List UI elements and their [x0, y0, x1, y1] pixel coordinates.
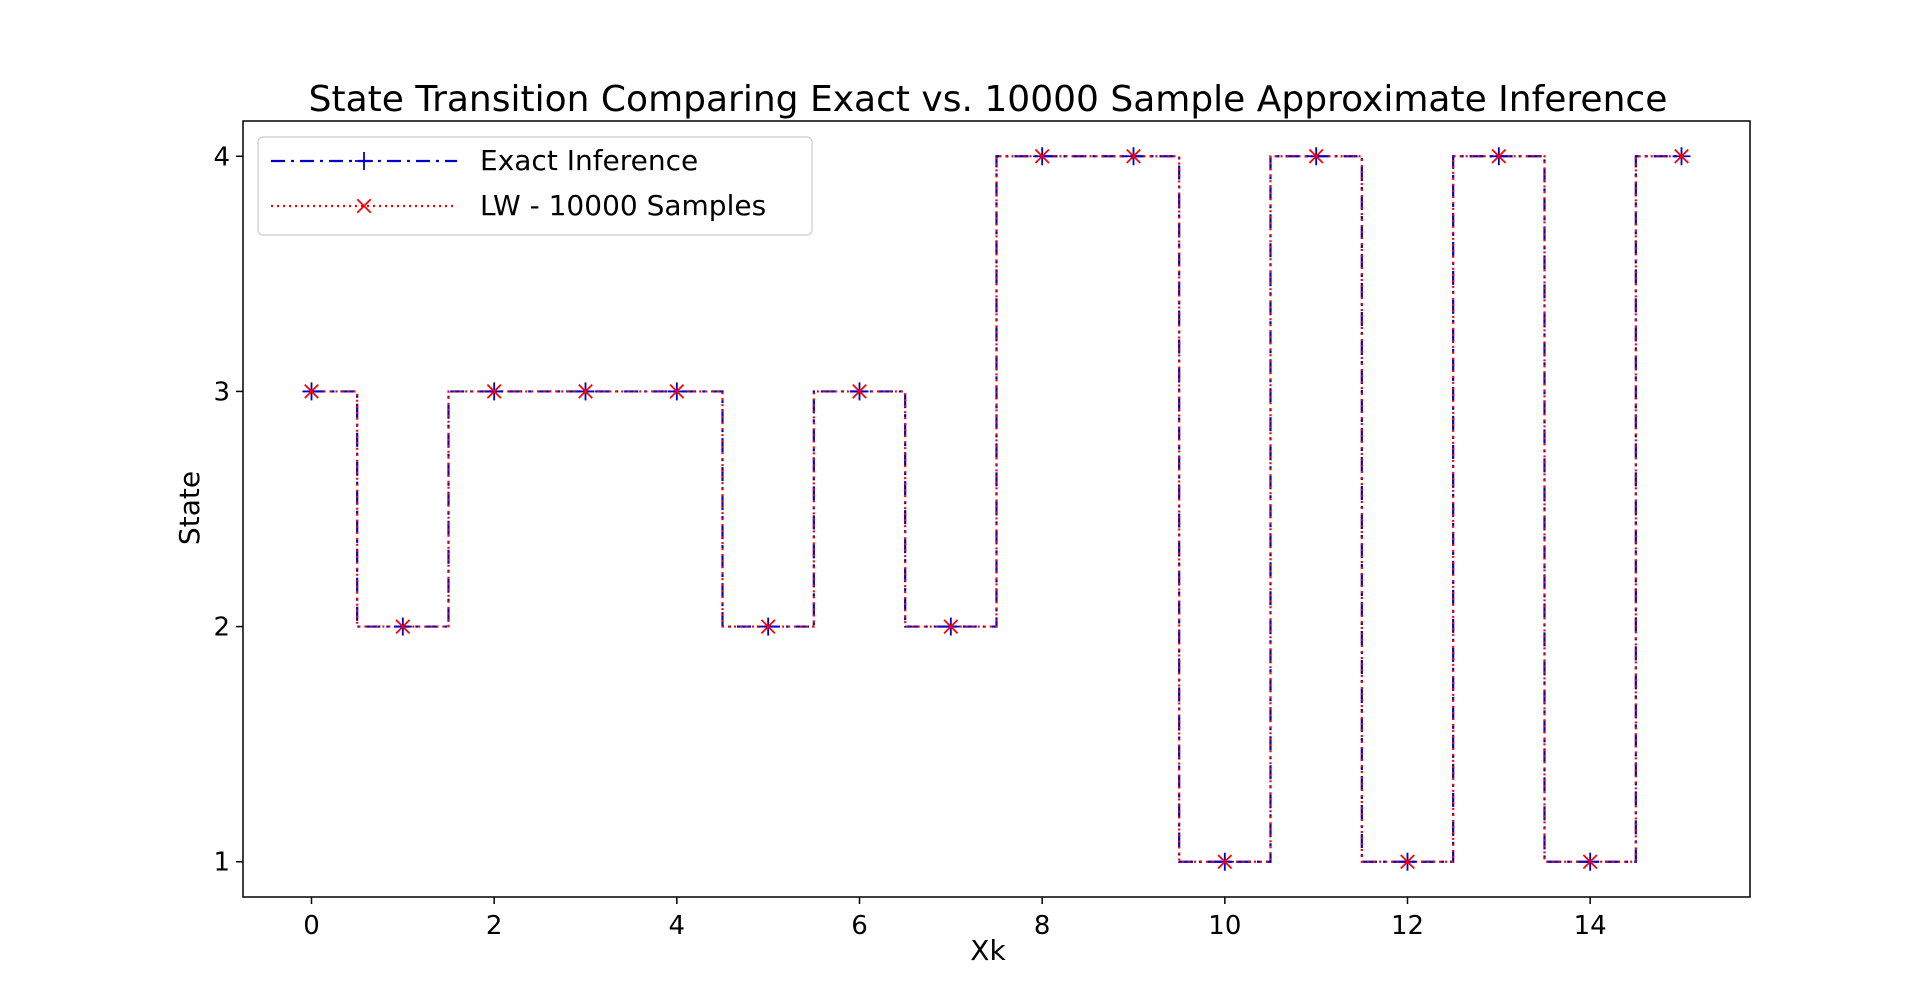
- y-tick-label: 3: [213, 377, 230, 407]
- data-point-s2-7: [943, 619, 959, 634]
- x-axis: 0 2 4 6 8 10 12 14: [303, 897, 1607, 941]
- legend: Exact Inference LW - 10000 Samples: [257, 136, 813, 236]
- data-point-s2-12: [1400, 854, 1415, 870]
- data-point-s2-8: [1034, 148, 1050, 164]
- x-tick-label: 6: [851, 911, 868, 941]
- y-axis: 1 2 3 4: [213, 142, 243, 878]
- data-point-s2-5: [760, 619, 776, 634]
- x-tick-label: 2: [486, 911, 503, 941]
- legend-marker-1: [355, 152, 373, 170]
- data-point-s2-2: [486, 384, 502, 399]
- x-tick-label: 8: [1034, 911, 1051, 941]
- data-point-s2-1: [395, 619, 411, 634]
- series-line-1: [311, 155, 1682, 863]
- marker-layer: [302, 147, 1691, 871]
- y-tick-label: 2: [213, 613, 230, 643]
- legend-marker-2: [356, 198, 372, 214]
- plot-frame: [242, 120, 1751, 898]
- data-point-s2-0: [304, 384, 319, 399]
- x-tick-label: 10: [1208, 911, 1241, 941]
- x-tick-label: 12: [1391, 911, 1424, 941]
- data-point-s2-6: [852, 384, 867, 399]
- plot-area: [242, 120, 1751, 898]
- x-tick-label: 4: [669, 911, 686, 941]
- data-point-s2-3: [578, 384, 593, 399]
- data-point-s2-4: [669, 384, 685, 399]
- y-axis-label: State: [173, 471, 206, 545]
- chart-title: State Transition Comparing Exact vs. 100…: [309, 79, 1668, 120]
- x-axis-label: Xk: [970, 934, 1006, 967]
- data-point-s2-14: [1582, 854, 1598, 870]
- legend-label-2: LW - 10000 Samples: [480, 189, 766, 222]
- data-point-s2-13: [1491, 148, 1507, 164]
- x-tick-label: 0: [303, 911, 320, 941]
- data-point-s2-11: [1308, 148, 1324, 164]
- series-layer: [311, 155, 1682, 863]
- data-point-s2-9: [1126, 148, 1141, 164]
- data-point-s2-15: [1674, 148, 1689, 164]
- y-tick-label: 1: [213, 848, 230, 878]
- legend-label-1: Exact Inference: [480, 144, 698, 177]
- x-tick-label: 14: [1574, 911, 1607, 941]
- y-tick-label: 4: [213, 142, 230, 172]
- data-point-s2-10: [1217, 854, 1233, 870]
